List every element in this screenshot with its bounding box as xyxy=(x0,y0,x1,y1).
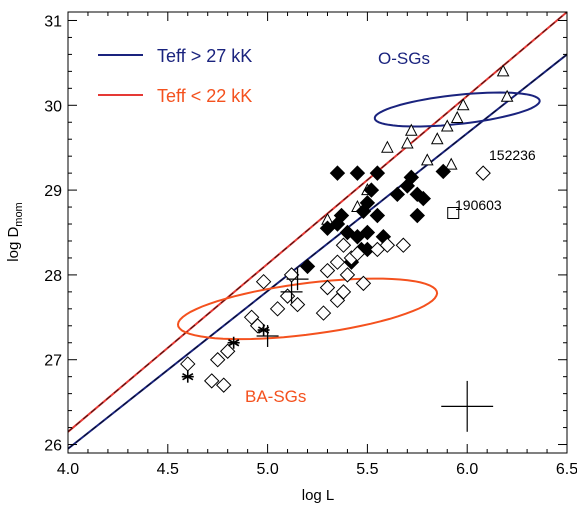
region-label-o-sgs: O-SGs xyxy=(378,49,430,68)
region-ellipse xyxy=(373,91,541,128)
svg-text:log Dmom: log Dmom xyxy=(5,202,25,261)
point-diamond-filled xyxy=(369,207,386,224)
point-triangle xyxy=(400,136,414,149)
point-triangle xyxy=(500,89,514,102)
axes xyxy=(67,11,568,454)
legend: Teff > 27 kK Teff < 22 kK xyxy=(98,46,252,106)
x-tick-label: 6.0 xyxy=(456,461,478,478)
point-diamond-filled xyxy=(329,165,346,181)
point-triangle xyxy=(496,64,510,77)
point-diamond-open xyxy=(279,288,296,304)
point-diamond-filled xyxy=(363,182,380,198)
point-diamond-open xyxy=(319,279,336,296)
fit-lines xyxy=(67,11,568,450)
point-triangle xyxy=(456,98,470,111)
point-diamond-filled xyxy=(333,207,350,224)
point-diamond-open xyxy=(269,301,286,317)
data-points xyxy=(180,64,514,432)
point-diamond-open xyxy=(329,254,346,270)
x-axis-label: log L xyxy=(302,487,335,504)
y-axis-label: log D xyxy=(5,227,22,262)
point-diamond-open xyxy=(395,237,412,253)
point-diamond-open xyxy=(355,275,372,292)
point-diamond-open xyxy=(335,284,352,300)
point-diamond-filled xyxy=(389,186,406,203)
annotation-152236: 152236 xyxy=(489,147,536,163)
point-diamond-open xyxy=(379,237,396,253)
y-axis-label-group: log Dmom xyxy=(5,202,25,261)
x-tick-label: 5.5 xyxy=(356,461,378,478)
axis-ticks: 4.0 4.5 5.0 5.5 6.0 6.5 26 27 28 29 30 31 xyxy=(44,12,577,478)
point-diamond-filled xyxy=(415,190,431,207)
point-asterisk xyxy=(181,370,194,383)
region-ellipses xyxy=(176,91,541,341)
fit-line-dashed xyxy=(67,11,568,433)
y-tick-label: 27 xyxy=(44,353,62,370)
point-triangle xyxy=(420,153,434,166)
point-square xyxy=(447,206,460,219)
region-label-ba-sgs: BA-SGs xyxy=(245,387,306,406)
x-tick-label: 4.5 xyxy=(157,461,179,478)
point-diamond-open xyxy=(289,296,306,313)
region-ellipse xyxy=(176,277,439,341)
legend-label-cool: Teff < 22 kK xyxy=(157,86,252,106)
point-plus xyxy=(286,268,309,291)
point-diamond-filled xyxy=(359,224,376,241)
y-axis-label-subscript: mom xyxy=(13,202,25,226)
point-plus xyxy=(280,280,303,303)
x-tick-label: 5.0 xyxy=(256,461,278,478)
point-diamond-filled xyxy=(299,258,316,275)
point-diamond-filled xyxy=(409,207,426,224)
point-diamond-open xyxy=(475,165,491,181)
point-diamond-filled xyxy=(349,165,366,181)
point-diamond-open xyxy=(204,373,220,389)
legend-label-hot: Teff > 27 kK xyxy=(157,46,252,66)
point-diamond-filled xyxy=(403,169,420,186)
x-tick-label: 4.0 xyxy=(57,461,79,478)
point-diamond-open xyxy=(335,237,352,253)
point-triangle xyxy=(381,140,394,153)
point-diamond-filled xyxy=(359,195,376,211)
point-diamond-open xyxy=(283,267,300,283)
point-diamond-open xyxy=(215,377,232,393)
point-triangle xyxy=(440,119,454,132)
point-asterisk xyxy=(227,336,240,349)
point-diamond-open xyxy=(315,305,332,321)
point-triangle xyxy=(404,123,418,136)
point-triangle xyxy=(450,110,464,124)
point-triangle xyxy=(430,132,444,145)
plot-frame xyxy=(67,11,568,454)
y-tick-label: 31 xyxy=(44,13,62,30)
y-tick-label: 26 xyxy=(44,438,62,455)
y-tick-label: 28 xyxy=(44,268,62,285)
y-tick-label: 29 xyxy=(44,183,62,200)
point-plus xyxy=(256,324,279,347)
annotation-190603: 190603 xyxy=(455,197,502,213)
point-diamond-open xyxy=(339,267,356,283)
point-diamond-open xyxy=(319,262,336,279)
point-diamond-filled xyxy=(369,165,386,181)
point-diamond-open xyxy=(209,352,226,368)
point-diamond-open xyxy=(219,343,236,359)
point-diamond-filled xyxy=(435,163,451,180)
y-tick-label: 30 xyxy=(44,98,62,115)
point-diamond-open xyxy=(255,273,272,290)
x-tick-label: 6.5 xyxy=(556,461,577,478)
point-triangle xyxy=(444,157,458,170)
point-diamond-open xyxy=(349,245,366,262)
